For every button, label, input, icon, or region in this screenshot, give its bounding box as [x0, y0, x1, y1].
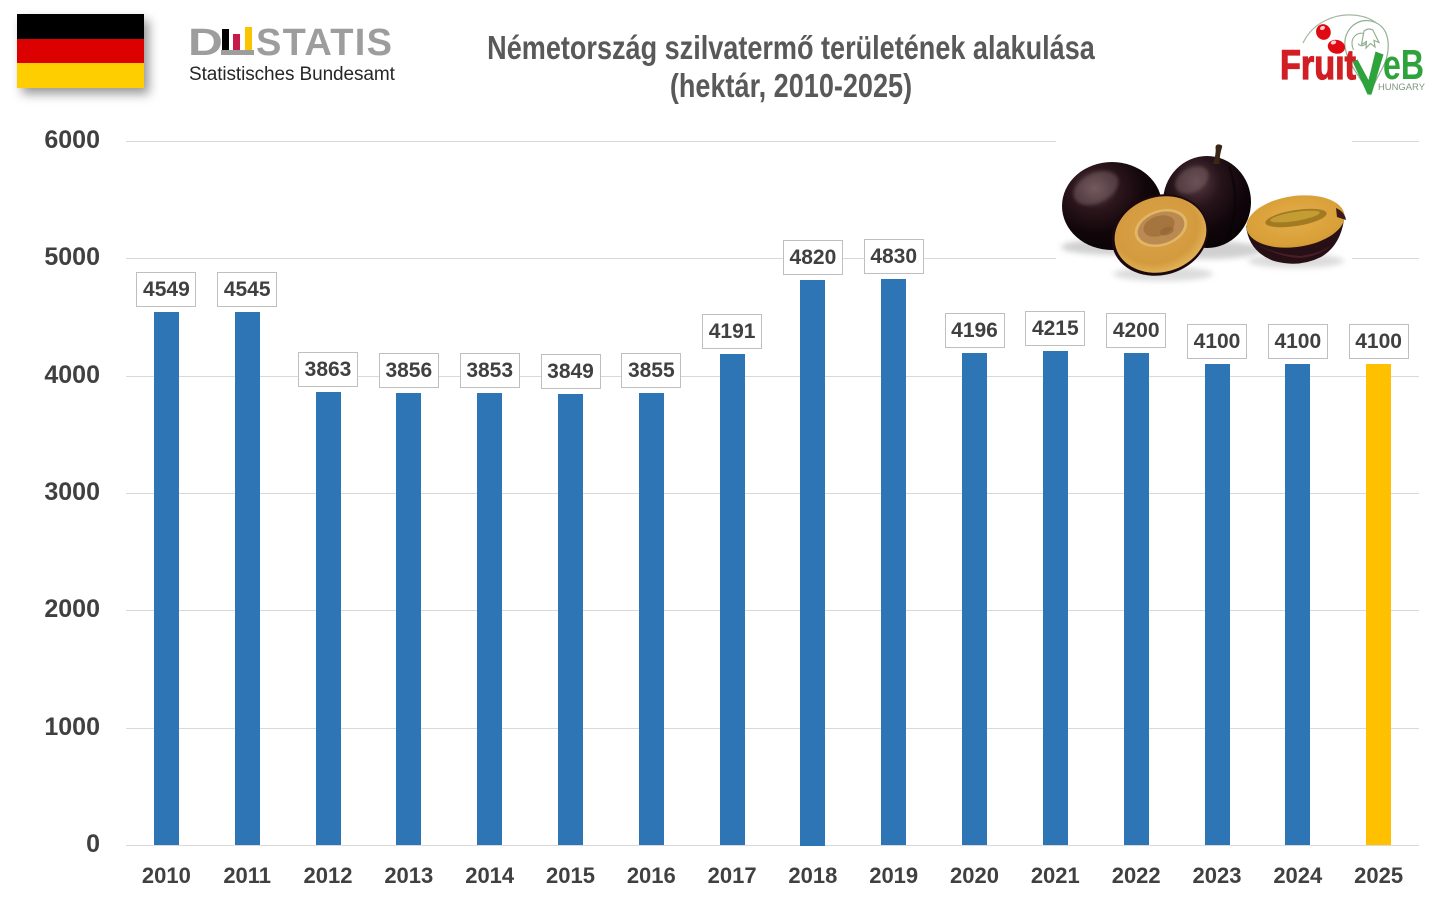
svg-text:HUNGARY: HUNGARY	[1378, 82, 1426, 93]
svg-text:eB: eB	[1383, 41, 1424, 88]
